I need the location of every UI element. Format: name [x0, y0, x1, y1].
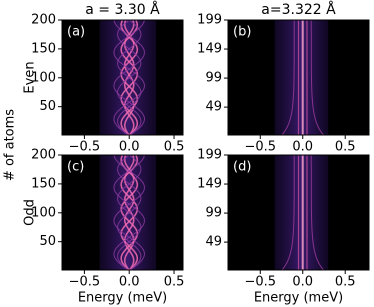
y-tick-label: 150: [31, 176, 56, 191]
x-axis-label: Energy (meV): [78, 291, 167, 306]
spectral-line: [113, 20, 145, 136]
spectral-line: [281, 20, 295, 136]
spectral-band: [274, 155, 329, 270]
y-tick-label: 50: [39, 99, 56, 114]
panel-label: (b): [233, 25, 251, 40]
x-tick-label: 0.0: [119, 140, 140, 155]
y-tick-label: 150: [31, 41, 56, 56]
spectral-line: [113, 155, 145, 271]
y-tick-label: 100: [31, 70, 56, 85]
y-tick-label: 199: [197, 148, 222, 163]
spectral-line: [113, 20, 146, 136]
x-tick-label: −0.5: [244, 275, 276, 290]
panel-title: a=3.322 Å: [261, 1, 336, 18]
panel-title: a = 3.30 Å: [85, 1, 160, 18]
spectral-line: [113, 155, 146, 271]
spectral-line: [310, 155, 324, 271]
y-axis-label: Odd: [23, 199, 38, 226]
spectral-line: [120, 20, 139, 136]
x-tick-label: 0.5: [335, 275, 356, 290]
y-tick-label: 100: [31, 205, 56, 220]
y-tick-label: 49: [205, 100, 222, 115]
figure-y-label: # of atoms: [3, 109, 18, 181]
spectral-line: [310, 20, 324, 136]
x-tick-label: −0.5: [244, 140, 276, 155]
panel-label: (a): [67, 25, 85, 40]
plot-frame: [227, 154, 370, 271]
spectral-line: [117, 20, 142, 136]
spectral-line: [120, 155, 139, 271]
y-tick-label: 50: [39, 234, 56, 249]
x-tick-label: 0.5: [164, 275, 185, 290]
x-tick-label: 0.0: [292, 140, 313, 155]
y-tick-label: 49: [205, 235, 222, 250]
y-tick-label: 99: [205, 206, 222, 221]
spectral-line: [117, 155, 142, 271]
spectral-line: [120, 155, 139, 271]
y-tick-label: 99: [205, 71, 222, 86]
x-tick-label: 0.5: [335, 140, 356, 155]
x-axis-label: Energy (meV): [254, 291, 343, 306]
y-axis-label: Even: [23, 61, 38, 93]
x-tick-label: −0.5: [69, 275, 101, 290]
y-tick-label: 200: [31, 148, 56, 163]
spectral-line: [281, 155, 295, 271]
y-tick-label: 199: [197, 13, 222, 28]
y-tick-label: 149: [197, 177, 222, 192]
x-tick-label: 0.5: [164, 140, 185, 155]
spectral-line: [120, 20, 139, 136]
y-tick-label: 149: [197, 42, 222, 57]
panel-label: (d): [233, 160, 251, 175]
x-tick-label: 0.0: [119, 275, 140, 290]
spectral-band: [274, 20, 329, 135]
x-tick-label: 0.0: [292, 275, 313, 290]
panel-label: (c): [67, 160, 84, 175]
x-tick-label: −0.5: [69, 140, 101, 155]
plot-frame: [227, 19, 370, 136]
y-tick-label: 200: [31, 13, 56, 28]
